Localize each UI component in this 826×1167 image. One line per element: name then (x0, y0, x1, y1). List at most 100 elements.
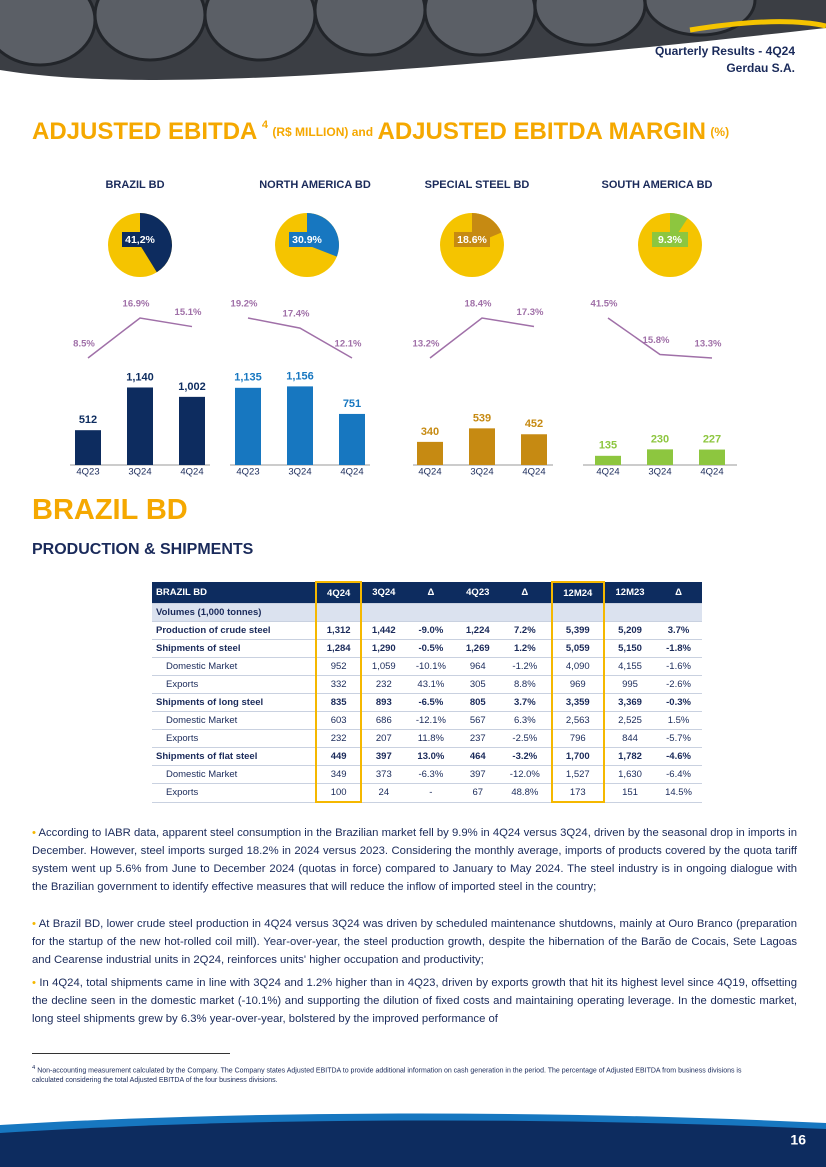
table-row: Exports 332 232 43.1% 305 8.8% 969 995 -2.6% (152, 675, 702, 694)
table-cell: 3.7% (499, 693, 552, 712)
title-ref: 4 (262, 119, 269, 131)
table-cell: 995 (604, 675, 656, 694)
table-cell: 151 (604, 783, 656, 803)
header-cell: 3Q24 (361, 582, 406, 604)
charts-area: Quarterly Results - 4Q24 Gerdau S.A. ADJ… (0, 0, 826, 478)
table-cell: 4,155 (604, 657, 656, 676)
table-cell: Shipments of steel (152, 639, 316, 658)
table-cell: Domestic Market (152, 657, 316, 676)
table-cell: 207 (361, 729, 406, 748)
bar-label: 1,135 (234, 372, 262, 384)
table-cell: 8.8% (499, 675, 552, 694)
title-main: ADJUSTED EBITDA (32, 118, 257, 145)
table-cell: Domestic Market (152, 765, 316, 784)
pie-label: 30.9% (292, 234, 322, 246)
table-cell: 964 (456, 657, 500, 676)
table-cell: -12.0% (499, 765, 552, 784)
table-cell: 5,059 (550, 639, 606, 658)
header-cell: 12M23 (604, 582, 656, 604)
table-cell: -1.8% (655, 639, 702, 658)
table-cell: 1,059 (361, 657, 406, 676)
margin-label: 15.1% (175, 307, 202, 318)
margin-label: 17.3% (517, 307, 544, 318)
x-tick-label: 4Q24 (522, 467, 545, 478)
table-cell: -10.1% (405, 657, 457, 676)
table-cell: -6.3% (405, 765, 457, 784)
table-cell: 5,399 (550, 621, 606, 640)
table-cell: -3.2% (499, 747, 552, 766)
table-cell: 844 (604, 729, 656, 748)
table-cell: 11.8% (405, 729, 457, 748)
table-cell: Exports (152, 783, 316, 803)
table-cell: -5.7% (655, 729, 702, 748)
table-cell: 3.7% (655, 621, 702, 640)
table-cell: 1,782 (604, 747, 656, 766)
margin-line (607, 317, 713, 359)
bar (699, 449, 725, 465)
bar (521, 434, 547, 465)
section-title: ADJUSTED EBITDA 4 (R$ MILLION) and ADJUS… (32, 116, 729, 145)
margin-label: 19.2% (231, 299, 258, 310)
table-cell: 14.5% (655, 783, 702, 803)
table-cell: -6.4% (655, 765, 702, 784)
margin-label: 13.2% (413, 339, 440, 350)
table-cell: 305 (456, 675, 500, 694)
table-cell: - (405, 783, 457, 803)
bar (235, 387, 261, 465)
table-cell: 1,290 (361, 639, 406, 658)
pie-label-bg (652, 232, 688, 247)
bar-label: 135 (599, 440, 617, 452)
table-cell: -6.5% (405, 693, 457, 712)
header-cell: 4Q23 (456, 582, 500, 604)
x-tick-label: 4Q24 (700, 467, 723, 478)
table-cell: Shipments of flat steel (152, 747, 316, 766)
paragraph: According to IABR data, apparent steel c… (32, 824, 797, 896)
x-tick-label: 4Q23 (236, 467, 259, 478)
table-cell (361, 603, 406, 622)
bar-label: 1,002 (178, 381, 206, 393)
table-cell: 969 (550, 675, 606, 694)
table-cell: 100 (314, 783, 363, 803)
paragraph: In 4Q24, total shipments came in line wi… (32, 974, 797, 1028)
footnote: 4 Non-accounting measurement calculated … (32, 1063, 772, 1086)
table-cell: -9.0% (405, 621, 457, 640)
header-curve (0, 28, 826, 110)
bar-label: 1,156 (286, 370, 314, 382)
bar (469, 428, 495, 465)
table-cell: 48.8% (499, 783, 552, 803)
table-cell: 952 (314, 657, 363, 676)
table-cell: 1,442 (361, 621, 406, 640)
x-tick-label: 3Q24 (648, 467, 671, 478)
pie-label-bg (454, 232, 490, 247)
table-cell (456, 603, 500, 622)
margin-label: 13.3% (695, 339, 722, 350)
header-cell: 4Q24 (314, 581, 363, 604)
table-cell (314, 603, 363, 622)
table-cell: 796 (550, 729, 606, 748)
table-row: Shipments of steel 1,284 1,290 -0.5% 1,269 1.… (152, 639, 702, 658)
bar-label: 1,140 (126, 371, 154, 383)
table-cell: 3,359 (550, 693, 606, 712)
margin-label: 41.5% (591, 299, 618, 310)
table-cell: Production of crude steel (152, 621, 316, 640)
production-table: BRAZIL BD 4Q24 3Q24 Δ 4Q23 Δ 12M24 12M23 Δ Volume… (152, 581, 702, 803)
pie-label: 18.6% (457, 234, 487, 246)
table-cell: 1,527 (550, 765, 606, 784)
table-cell: -2.6% (655, 675, 702, 694)
footnote-text: Non-accounting measurement calculated by… (32, 1067, 742, 1085)
table-cell: -4.6% (655, 747, 702, 766)
table-cell (405, 603, 457, 622)
margin-label: 18.4% (465, 299, 492, 310)
header-cell: 12M24 (550, 581, 606, 604)
table-cell: 2,525 (604, 711, 656, 730)
table-cell: Shipments of long steel (152, 693, 316, 712)
chart-title: SOUTH AMERICA BD (601, 179, 712, 191)
x-tick-label: 3Q24 (128, 467, 151, 478)
table-cell: 1,630 (604, 765, 656, 784)
report-name: Quarterly Results - 4Q24 (655, 44, 795, 58)
margin-label: 16.9% (123, 299, 150, 310)
table-cell: 1,224 (456, 621, 500, 640)
table-cell: Domestic Market (152, 711, 316, 730)
x-tick-label: 4Q24 (340, 467, 363, 478)
table-cell: 232 (361, 675, 406, 694)
